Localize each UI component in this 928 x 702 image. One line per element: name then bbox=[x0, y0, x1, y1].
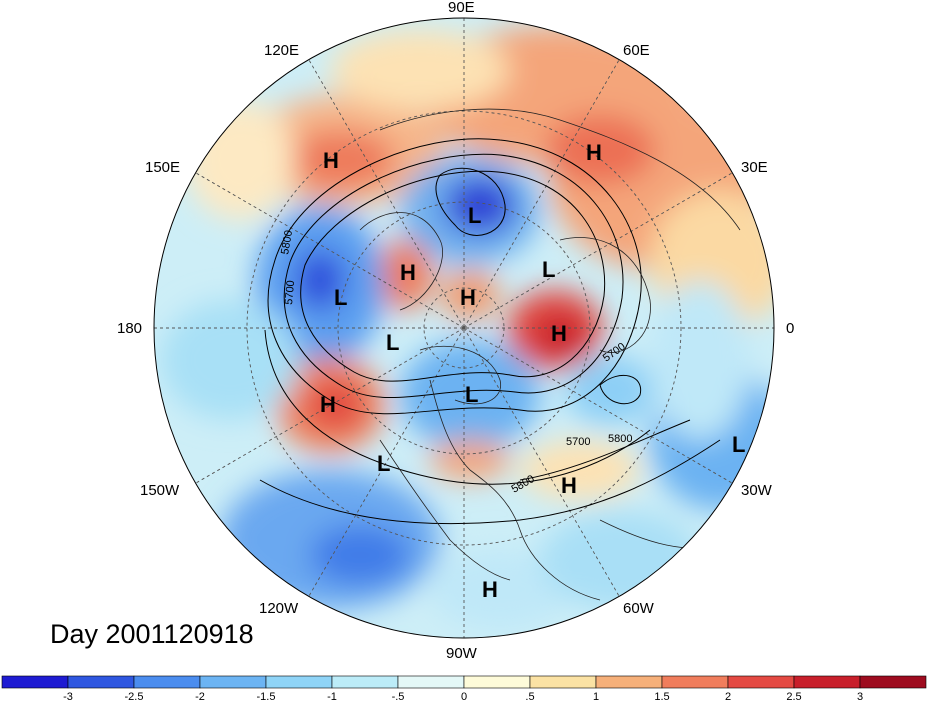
lon-label: 0 bbox=[786, 320, 794, 337]
colorbar-box bbox=[133, 675, 201, 689]
colorbar-label: -2 bbox=[195, 691, 205, 702]
colorbar-label: 1.5 bbox=[654, 691, 669, 702]
high-center: H bbox=[482, 577, 498, 602]
colorbar-box bbox=[67, 675, 135, 689]
colorbar-box bbox=[529, 675, 597, 689]
polar-map: 5800 5700 5700 5700 5800 5800 H H L H L … bbox=[117, 0, 794, 662]
low-center: L bbox=[468, 203, 481, 228]
colorbar-box bbox=[397, 675, 465, 689]
low-center: L bbox=[377, 451, 390, 476]
map-border bbox=[153, 17, 775, 639]
high-center: H bbox=[586, 140, 602, 165]
lon-label: 60W bbox=[623, 600, 655, 617]
high-center: H bbox=[400, 260, 416, 285]
lon-label: 30E bbox=[741, 159, 768, 176]
colorbar-box bbox=[199, 675, 267, 689]
colorbar-label: -2.5 bbox=[125, 691, 144, 702]
low-center: L bbox=[386, 330, 399, 355]
colorbar-label: -1 bbox=[327, 691, 337, 702]
colorbar-label: -1.5 bbox=[257, 691, 276, 702]
colorbar-label: 1 bbox=[593, 691, 599, 702]
colorbar-labels: -3 -2.5 -2 -1.5 -1 -.5 0 .5 1 1.5 2 2.5 3 bbox=[63, 691, 863, 702]
pressure-centers: H H L H L H L H L L H L H L H bbox=[320, 140, 745, 602]
colorbar-box bbox=[463, 675, 531, 689]
contour-label: 5700 bbox=[283, 280, 297, 305]
colorbar-box bbox=[265, 675, 333, 689]
longitude-labels: 90E 60E 30E 0 30W 60W 90W 120W 150W 180 … bbox=[117, 0, 794, 662]
colorbar-label: 3 bbox=[857, 691, 863, 702]
map-title: Day 2001120918 bbox=[50, 619, 254, 649]
high-center: H bbox=[320, 392, 336, 417]
lon-label: 150E bbox=[145, 159, 180, 176]
height-contours bbox=[259, 138, 721, 525]
lon-label: 60E bbox=[623, 42, 650, 59]
colorbar-label: .5 bbox=[525, 691, 534, 702]
colorbar-box bbox=[331, 675, 399, 689]
colorbar-label: -.5 bbox=[392, 691, 405, 702]
lon-label: 90E bbox=[448, 0, 475, 16]
low-center: L bbox=[334, 285, 347, 310]
high-center: H bbox=[551, 321, 567, 346]
colorbar-box bbox=[727, 675, 795, 689]
lon-label: 30W bbox=[741, 482, 773, 499]
colorbar-label: 2.5 bbox=[786, 691, 801, 702]
colorbar: -3 -2.5 -2 -1.5 -1 -.5 0 .5 1 1.5 2 2.5 3 bbox=[1, 675, 927, 702]
colorbar-box bbox=[661, 675, 729, 689]
colorbar-label: 2 bbox=[725, 691, 731, 702]
lon-label: 120E bbox=[264, 42, 299, 59]
coastlines bbox=[359, 108, 741, 601]
high-center: H bbox=[561, 473, 577, 498]
high-center: H bbox=[460, 285, 476, 310]
high-center: H bbox=[323, 148, 339, 173]
colorbar-box bbox=[1, 675, 69, 689]
colorbar-label: -3 bbox=[63, 691, 73, 702]
colorbar-box bbox=[859, 675, 927, 689]
lon-label: 180 bbox=[117, 320, 142, 337]
graticule bbox=[154, 18, 774, 638]
lon-label: 90W bbox=[446, 645, 478, 662]
colorbar-box bbox=[595, 675, 663, 689]
lon-label: 150W bbox=[140, 482, 180, 499]
low-center: L bbox=[465, 382, 478, 407]
colorbar-boxes bbox=[1, 675, 927, 689]
colorbar-box bbox=[793, 675, 861, 689]
lon-label: 120W bbox=[259, 600, 299, 617]
low-center: L bbox=[542, 257, 555, 282]
contour-label: 5700 bbox=[566, 436, 590, 448]
colorbar-label: 0 bbox=[461, 691, 467, 702]
contour-label: 5800 bbox=[608, 433, 632, 445]
low-center: L bbox=[732, 432, 745, 457]
contour-label: 5800 bbox=[279, 229, 295, 255]
